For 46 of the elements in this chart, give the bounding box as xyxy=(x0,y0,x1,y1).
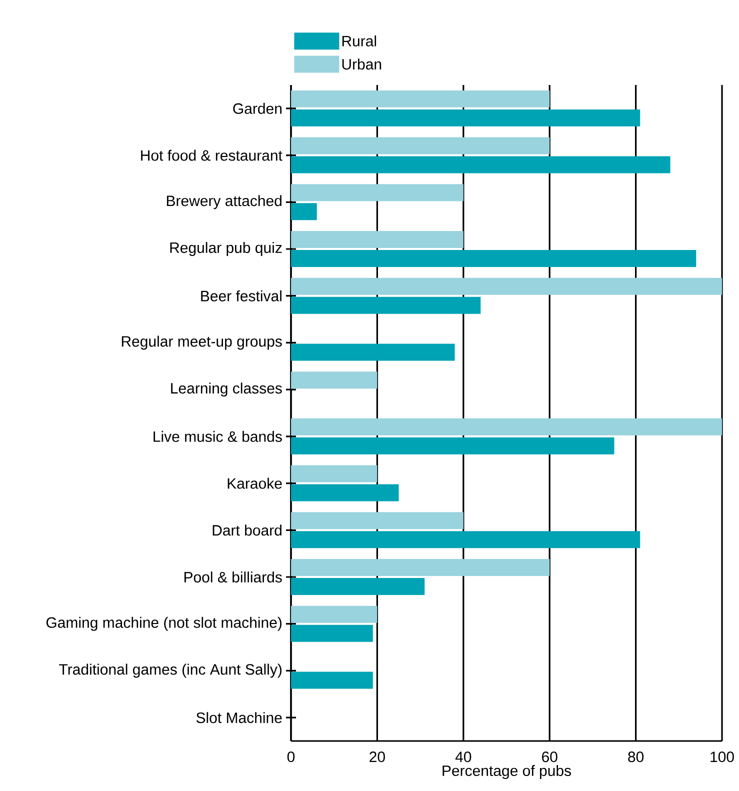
x-tick-label: 0 xyxy=(287,752,295,762)
bar xyxy=(291,606,378,623)
y-tick-label: Live music & bands xyxy=(154,430,282,442)
bar xyxy=(291,578,425,595)
y-tick-label: Regular meet-up groups xyxy=(122,336,282,350)
bar xyxy=(291,296,481,314)
y-tick-label: Garden xyxy=(233,102,282,114)
y-tick-label: Gaming machine (not slot machine) xyxy=(46,616,282,631)
bar xyxy=(291,512,464,530)
y-tick-label: Dart board xyxy=(212,524,282,536)
x-tick-label: 40 xyxy=(455,752,472,762)
y-tick-label: Beer festival xyxy=(201,290,282,302)
bar xyxy=(291,278,722,295)
legend-label: Rural xyxy=(342,35,376,46)
bar xyxy=(291,156,670,174)
bar xyxy=(291,184,464,202)
bar xyxy=(291,559,550,576)
bar xyxy=(291,465,378,482)
x-tick-label: 100 xyxy=(710,752,734,762)
bar xyxy=(291,137,550,154)
x-tick-label: 80 xyxy=(628,752,644,762)
y-tick-label: Regular pub quiz xyxy=(170,242,282,256)
x-tick-label: 60 xyxy=(542,752,558,762)
y-tick-label: Traditional games (inc Aunt Sally) xyxy=(59,664,282,678)
bar xyxy=(291,250,696,267)
y-tick-label: Pool & billiards xyxy=(184,571,282,583)
legend-label: Urban xyxy=(342,58,382,70)
bar xyxy=(291,203,317,220)
y-tick-label: Slot Machine xyxy=(196,712,282,724)
bar xyxy=(291,672,373,689)
x-axis-title: Percentage of pubs xyxy=(442,765,571,779)
y-tick-label: Learning classes xyxy=(171,382,282,397)
bar xyxy=(291,372,378,389)
bar xyxy=(291,344,455,361)
x-tick-label: 20 xyxy=(370,752,385,762)
bar xyxy=(291,418,722,436)
bar xyxy=(291,531,640,548)
bar xyxy=(291,484,399,502)
y-tick-label: Karaoke xyxy=(228,478,282,489)
bar xyxy=(291,231,464,248)
y-tick-label: Hot food & restaurant xyxy=(141,150,282,161)
bar xyxy=(291,109,640,126)
bar xyxy=(291,90,550,108)
bar xyxy=(291,437,614,454)
bar xyxy=(291,624,373,642)
y-tick-label: Brewery attached xyxy=(166,195,282,210)
